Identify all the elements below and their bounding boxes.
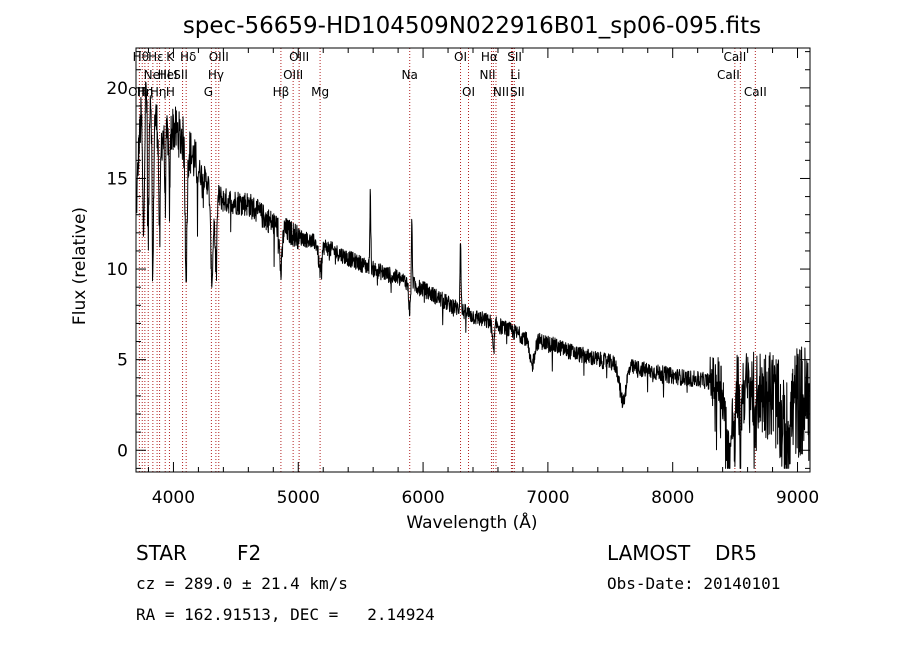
y-tick-label: 15 xyxy=(106,169,128,189)
spectral-line-labels: OIIHηHθHηHεNeIIIHeIKHSIIHδGHγOIIIHβOIIIO… xyxy=(128,50,767,99)
x-tick-label: 7000 xyxy=(526,488,569,508)
spectral-line-label: Hγ xyxy=(208,68,224,82)
spectral-line-label: OIII xyxy=(209,50,229,64)
x-tick-label: 5000 xyxy=(277,488,320,508)
spectral-line-label: CaII xyxy=(744,85,767,99)
coordinates: RA = 162.91513, DEC = 2.14924 xyxy=(136,605,435,624)
spectral-line-label: OIII xyxy=(289,50,309,64)
spectral-line-label: Mg xyxy=(311,85,329,99)
spectral-line-label: CaII xyxy=(717,68,740,82)
spectral-line-label: Hδ xyxy=(180,50,196,64)
spectral-line-label: Li xyxy=(510,68,520,82)
object-class: STAR xyxy=(136,541,187,565)
spectrum-line xyxy=(135,81,810,469)
spectral-line-label: OIII xyxy=(283,68,303,82)
object-subclass: F2 xyxy=(237,541,262,565)
spectral-line-label: SII xyxy=(507,50,522,64)
spectrum-series xyxy=(135,81,810,469)
spectral-line-label: Hα xyxy=(481,50,498,64)
spectral-line-label: SII xyxy=(510,85,525,99)
y-tick-label: 10 xyxy=(106,260,128,280)
x-tick-label: 8000 xyxy=(651,488,694,508)
observation-date: Obs-Date: 20140101 xyxy=(607,574,781,593)
spectral-line-label: H xyxy=(166,85,175,99)
spectral-line-label: SII xyxy=(173,68,188,82)
x-tick-label: 6000 xyxy=(401,488,444,508)
chart-title: spec-56659-HD104509N022916B01_sp06-095.f… xyxy=(183,13,761,39)
spectral-line-label: Hθ xyxy=(133,50,149,64)
y-tick-label: 20 xyxy=(106,79,128,99)
spectral-line-label: Hη xyxy=(150,85,167,99)
spectral-line-label: G xyxy=(204,85,213,99)
y-axis: 0 5 10 15 20 xyxy=(106,51,810,469)
spectral-line-label: NII xyxy=(479,68,495,82)
redshift-cz: cz = 289.0 ± 21.4 km/s xyxy=(136,574,348,593)
spectral-line-label: Na xyxy=(402,68,418,82)
spectral-line-label: Hβ xyxy=(273,85,290,99)
spectral-line-label: NeIII xyxy=(144,68,171,82)
spectral-line-label: K xyxy=(166,50,175,64)
spectral-line-label: OI xyxy=(454,50,467,64)
y-tick-label: 0 xyxy=(117,441,128,461)
x-axis-label: Wavelength (Å) xyxy=(406,511,537,533)
plot-frame xyxy=(135,47,811,473)
spectral-line-label: OI xyxy=(462,85,475,99)
spectral-line-label: HeI xyxy=(158,68,178,82)
y-axis-label: Flux (relative) xyxy=(70,207,90,325)
spectral-line-label: Hε xyxy=(148,50,164,64)
spectral-line-label: CaII xyxy=(723,50,746,64)
spectral-line-markers xyxy=(138,48,756,472)
x-tick-label: 9000 xyxy=(776,488,819,508)
survey-name: LAMOST xyxy=(607,541,691,565)
x-tick-label: 4000 xyxy=(152,488,195,508)
x-axis: 4000 5000 6000 7000 8000 9000 xyxy=(147,48,819,508)
data-release: DR5 xyxy=(715,541,758,565)
spectral-line-label: NII xyxy=(493,85,509,99)
y-tick-label: 5 xyxy=(117,351,128,371)
